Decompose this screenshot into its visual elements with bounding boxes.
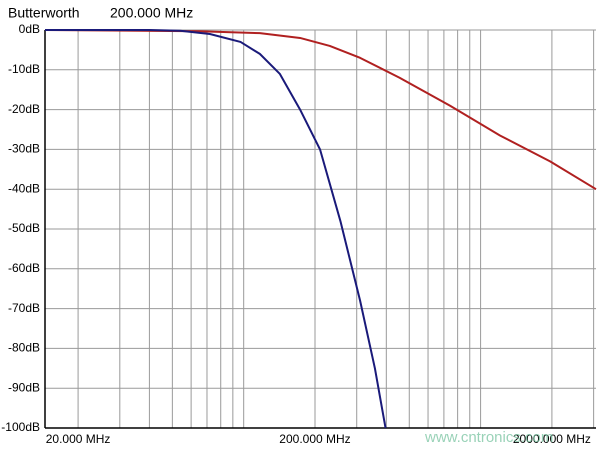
y-tick-label: -80dB bbox=[8, 341, 40, 355]
y-tick-label: -90dB bbox=[8, 380, 40, 394]
y-tick-label: 0dB bbox=[19, 22, 40, 36]
y-tick-label: -60dB bbox=[8, 261, 40, 275]
x-tick-label: 2000.000 MHz bbox=[513, 432, 591, 446]
x-tick-label: 20.000 MHz bbox=[46, 432, 111, 446]
response-curve bbox=[45, 29, 387, 429]
chart-subtitle: 200.000 MHz bbox=[110, 5, 193, 21]
chart-title: Butterworth bbox=[8, 5, 80, 21]
y-tick-label: -10dB bbox=[8, 62, 40, 76]
y-tick-label: -30dB bbox=[8, 142, 40, 156]
watermark: www.cntronics.com bbox=[424, 429, 553, 446]
response-curve bbox=[44, 29, 597, 191]
y-tick-label: -20dB bbox=[8, 102, 40, 116]
y-tick-label: -100dB bbox=[1, 420, 40, 434]
x-tick-label: 200.000 MHz bbox=[279, 432, 350, 446]
y-tick-label: -70dB bbox=[8, 301, 40, 315]
y-tick-label: -40dB bbox=[8, 181, 40, 195]
y-tick-label: -50dB bbox=[8, 221, 40, 235]
